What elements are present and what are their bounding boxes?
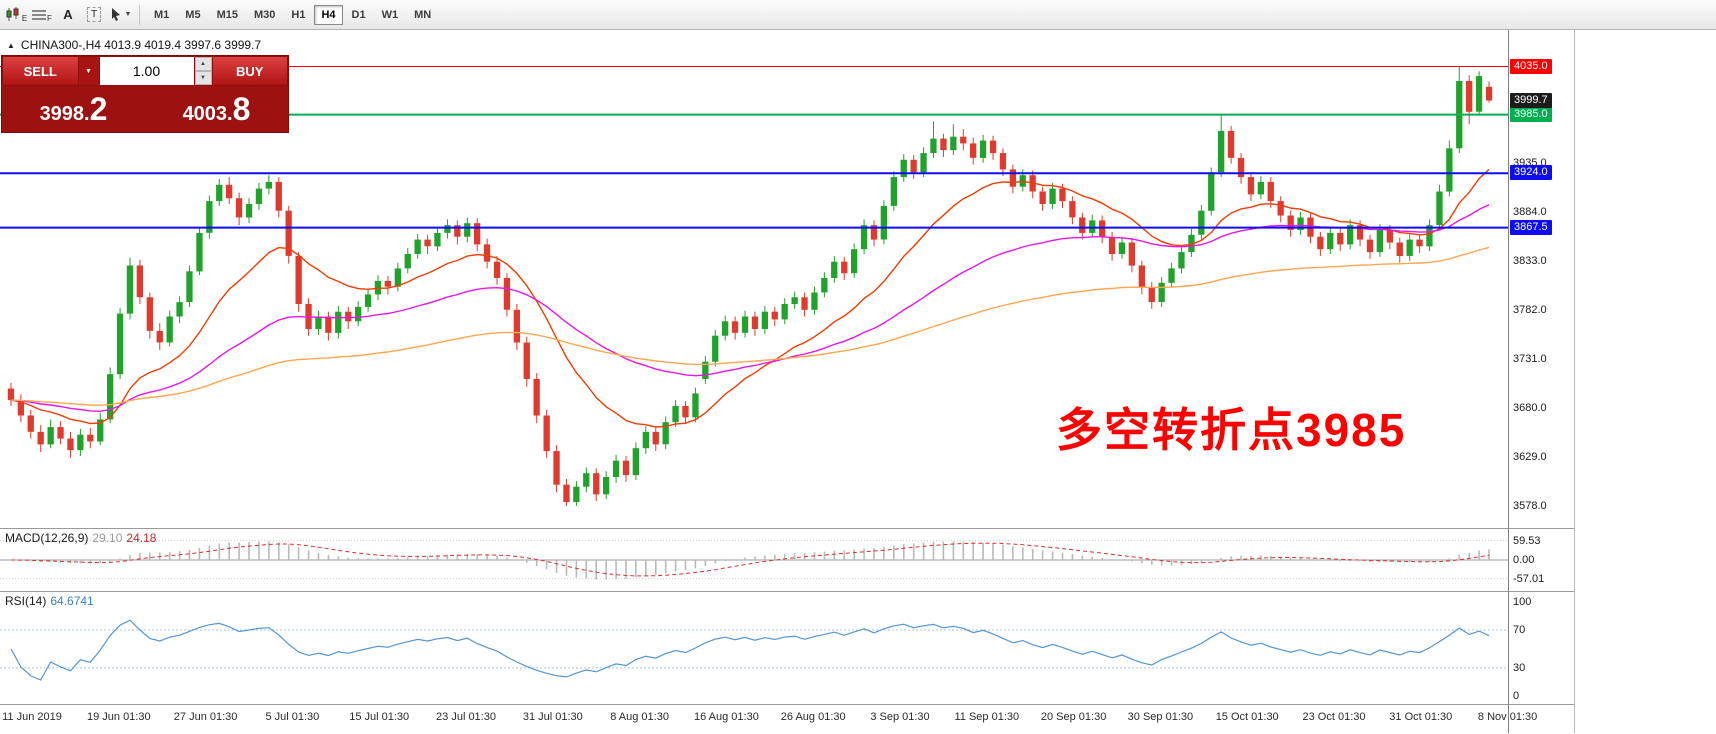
icon-label: A [63,7,73,22]
axis-tick-label: 30 [1513,661,1526,674]
icon-label: F [47,14,52,23]
time-axis-label: 11 Jun 2019 [2,711,62,723]
timeframe-button-w1[interactable]: W1 [381,8,399,21]
timeframe-button-m5[interactable]: M5 [185,8,201,21]
time-axis-label: 15 Oct 01:30 [1215,711,1279,723]
symbol-ohlc-text: CHINA300-,H4 4013.9 4019.4 3997.6 3999.7 [20,38,262,52]
symbol-ohlc-header: ▲ CHINA300-,H4 4013.9 4019.4 3997.6 3999… [7,38,261,52]
axis-tick-label: 3731.0 [1513,352,1547,365]
time-axis-label: 19 Jun 01:30 [86,711,151,723]
one-click-trading-panel: SELL ▼ ▲ ▼ BUY 3998. 2 4003. 8 [2,56,288,132]
axis-tick-label: 0 [1513,690,1520,703]
collapse-arrow-icon[interactable]: ▲ [7,40,15,50]
volume-down-button[interactable]: ▼ [194,71,212,85]
annotation-text: 多空转折点3985 [1056,404,1407,456]
time-axis-label: 27 Jun 01:30 [173,711,238,723]
axis-tick-label: 3680.0 [1513,401,1547,414]
timeframe-bar: M1 M5 M15 M30 H1 H4 D1 W1 MN [147,4,438,25]
list-lines-icon[interactable]: F [30,3,54,27]
cursor-dropdown-icon[interactable]: ▼ [108,3,132,27]
order-options-caret-icon[interactable]: ▼ [78,57,99,85]
time-axis-label: 20 Sep 01:30 [1040,711,1107,723]
axis-tick-label: -57.01 [1513,572,1545,585]
candles-glyph [6,7,19,21]
time-axis-label: 15 Jul 01:30 [349,711,410,723]
price-line-label: 3999.7 [1510,92,1552,108]
macd-indicator-pane[interactable]: MACD(12,26,9) 29.10 24.18 [0,529,1574,592]
time-axis[interactable]: 11 Jun 2019 19 Jun 01:30 27 Jun 01:30 5 Jul… [0,705,1574,733]
timeframe-button-mn[interactable]: MN [414,8,432,21]
rsi-label: RSI(14) 64.6741 [5,594,94,608]
chart-window: ▲ CHINA300-,H4 4013.9 4019.4 3997.6 3999… [0,30,1716,733]
cursor-glyph [111,8,120,21]
time-axis-label: 5 Jul 01:30 [265,711,320,723]
price-line-label: 3985.0 [1510,106,1552,122]
time-axis-label: 8 Nov 01:30 [1477,711,1538,723]
axis-tick-label: 100 [1513,595,1532,608]
main-chart-pane[interactable]: ▲ CHINA300-,H4 4013.9 4019.4 3997.6 3999… [0,30,1574,529]
macd-chart [0,540,1508,580]
price-line-label: 4035.0 [1510,58,1552,74]
sell-price: 3998. 2 [39,91,108,127]
axis-tick-label: 70 [1513,624,1526,636]
chevron-down-icon: ▼ [124,11,132,18]
axis-tick-label: 3833.0 [1513,254,1547,267]
timeframe-button-m30[interactable]: M30 [253,8,276,21]
candlestick-chart-icon[interactable]: E [4,3,28,27]
timeframe-button-h1[interactable]: H1 [291,8,306,21]
time-axis-label: 23 Jul 01:30 [436,711,496,723]
font-annotation-icon[interactable]: A [56,3,80,27]
price-line-label: 3924.0 [1510,165,1552,181]
axis-tick-label: 3884.0 [1513,205,1547,218]
volume-up-button[interactable]: ▲ [194,57,212,71]
time-axis-label: 8 Aug 01:30 [610,711,669,723]
timeframe-button-d1[interactable]: D1 [351,8,366,21]
axis-tick-label: 59.53 [1513,534,1541,547]
toolbar-separator [139,4,140,25]
price-line-label: 3867.5 [1510,219,1552,235]
right-empty-area [1574,30,1716,733]
time-axis-label: 11 Sep 01:30 [954,711,1020,723]
time-axis-label: 23 Oct 01:30 [1302,711,1366,723]
time-axis-label: 31 Oct 01:30 [1389,711,1453,723]
quote-prices: 3998. 2 4003. 8 [2,86,288,132]
rsi-indicator-pane[interactable]: RSI(14) 64.6741 [0,592,1574,705]
timeframe-button-m1[interactable]: M1 [154,8,170,21]
time-axis-label: 30 Sep 01:30 [1127,711,1194,723]
time-axis-label: 26 Aug 01:30 [780,711,846,723]
time-axis-label: 16 Aug 01:30 [693,711,759,723]
icon-label: T [86,7,102,22]
volume-stepper: ▲ ▼ [194,57,212,85]
axis-tick-label: 3578.0 [1513,499,1547,512]
macd-label: MACD(12,26,9) 29.10 24.18 [5,531,157,545]
timeframe-button-h4[interactable]: H4 [314,4,343,25]
icon-label: E [21,14,28,23]
axis-tick-label: 3629.0 [1513,450,1547,463]
axis-tick-label: 0.00 [1513,554,1535,566]
timeframe-button-m15[interactable]: M15 [216,8,238,21]
lines-glyph [32,9,47,20]
sell-button[interactable]: SELL [3,57,78,85]
time-axis-label: 3 Sep 01:30 [870,711,930,723]
price-axis[interactable]: 3935.0 3884.0 3833.0 3782.0 3731.0 3680.0 3629… [1508,30,1574,733]
toolbar: E F A T ▼ M1 M5 M15 M30 H1 H4 D1 W1 MN [0,0,1716,30]
volume-input[interactable] [99,57,194,85]
buy-button[interactable]: BUY [212,57,287,85]
axis-tick-label: 3782.0 [1513,303,1547,316]
rsi-chart [0,619,1508,681]
text-tool-icon[interactable]: T [82,3,106,27]
buy-price: 4003. 8 [182,91,251,127]
time-axis-label: 31 Jul 01:30 [522,711,583,723]
